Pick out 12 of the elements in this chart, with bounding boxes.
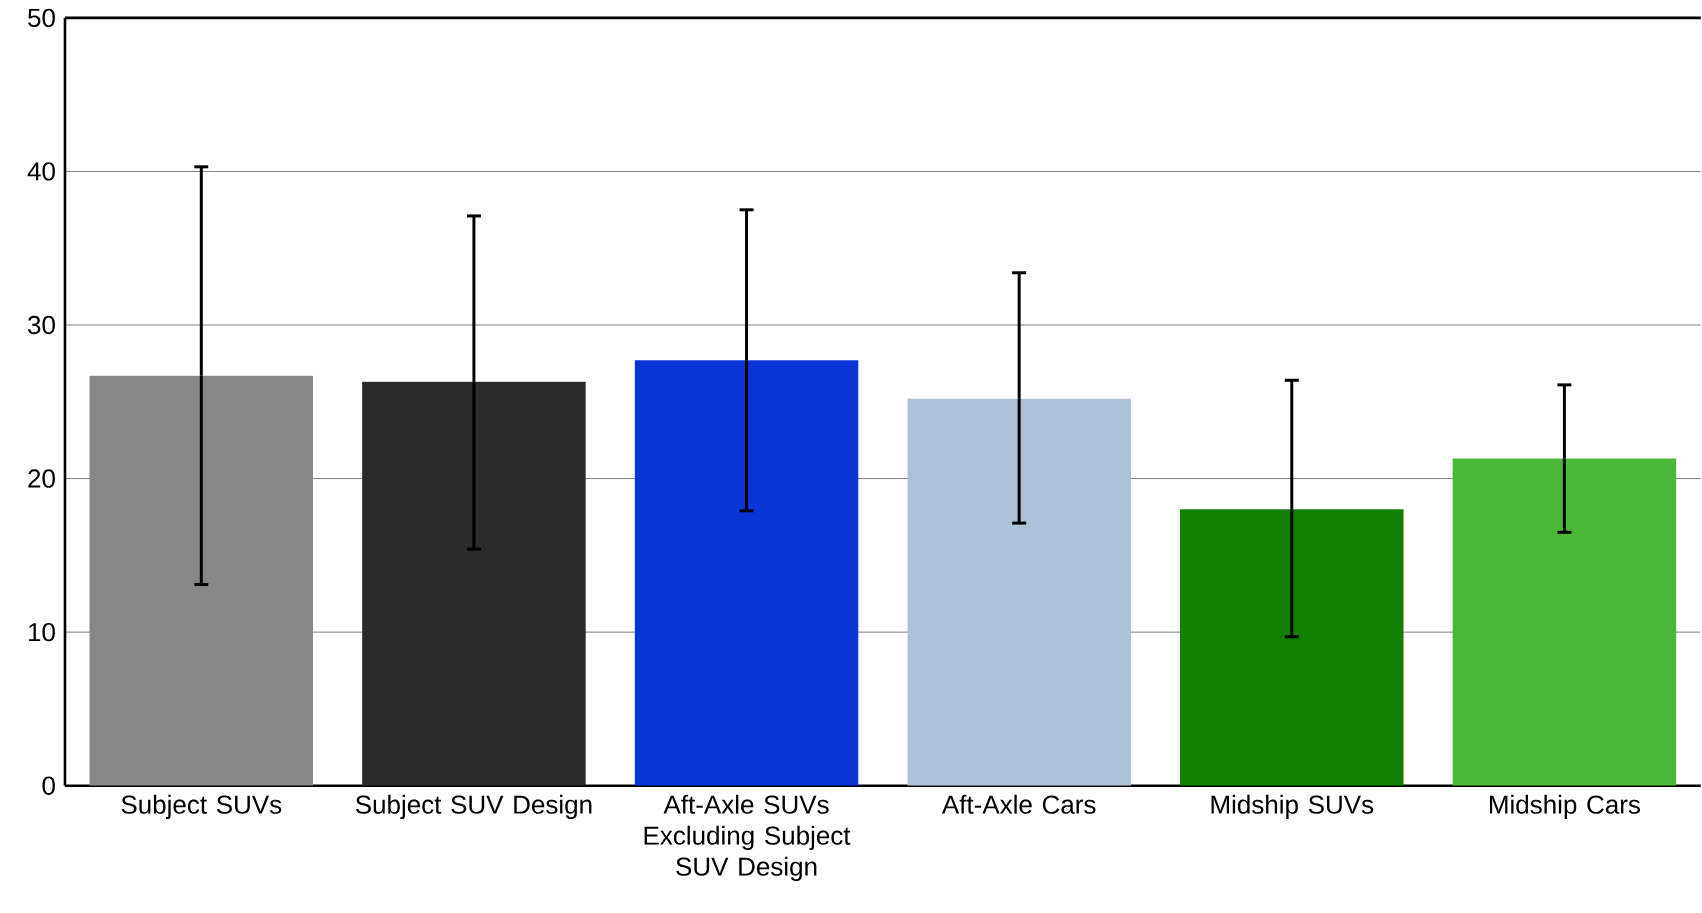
- y-tick-label: 20: [28, 469, 55, 488]
- x-tick-label: Aft-Axle Cars: [941, 794, 1096, 815]
- x-tick-label: Subject SUV Design: [355, 794, 592, 820]
- y-tick-label: 10: [28, 623, 55, 642]
- x-tick-label: Subject SUVs: [121, 794, 282, 820]
- y-tick-label: 50: [28, 8, 55, 28]
- y-tick-label: 0: [42, 776, 55, 796]
- x-tick-label: Midship Cars: [1489, 794, 1640, 820]
- x-tick-label: Midship SUVs: [1211, 794, 1374, 820]
- y-tick-label: 30: [28, 315, 55, 335]
- y-tick-label: 40: [27, 162, 55, 181]
- x-tick-label: Aft-Axle SUVs Excluding Subject SUV Design: [644, 794, 851, 882]
